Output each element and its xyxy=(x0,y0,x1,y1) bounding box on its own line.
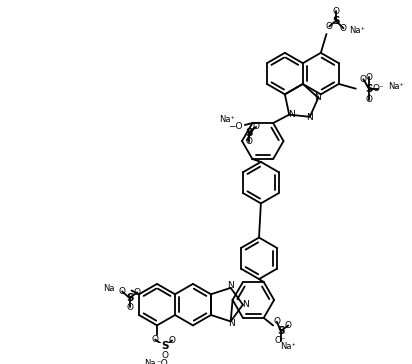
Text: Na⁺: Na⁺ xyxy=(349,26,365,35)
Text: O: O xyxy=(245,138,252,146)
Text: O: O xyxy=(133,288,140,297)
Text: O: O xyxy=(365,73,372,82)
Text: O: O xyxy=(326,22,333,31)
Text: N: N xyxy=(227,281,234,290)
Text: N: N xyxy=(314,93,321,102)
Text: O: O xyxy=(332,7,339,16)
Text: Na⁺: Na⁺ xyxy=(220,115,235,124)
Text: O: O xyxy=(274,317,281,326)
Text: N: N xyxy=(242,300,249,309)
Text: S: S xyxy=(126,293,133,303)
Text: O: O xyxy=(152,335,159,344)
Text: Na: Na xyxy=(103,284,115,293)
Text: N: N xyxy=(228,319,235,328)
Text: N: N xyxy=(307,113,313,122)
Text: S: S xyxy=(161,341,169,351)
Text: O⁻: O⁻ xyxy=(275,336,287,345)
Text: O: O xyxy=(161,351,168,360)
Text: ⁻O: ⁻O xyxy=(157,359,169,364)
Text: O: O xyxy=(126,303,133,312)
Text: Na⁺: Na⁺ xyxy=(280,342,296,351)
Text: N: N xyxy=(288,110,295,119)
Text: O: O xyxy=(169,336,176,345)
Text: Na⁺: Na⁺ xyxy=(388,82,404,91)
Text: S: S xyxy=(365,84,373,94)
Text: O: O xyxy=(365,95,372,104)
Text: O: O xyxy=(360,75,367,84)
Text: O: O xyxy=(119,287,126,296)
Text: Na: Na xyxy=(144,359,155,364)
Text: S: S xyxy=(245,127,253,138)
Text: S: S xyxy=(277,326,284,336)
Text: O: O xyxy=(253,122,260,131)
Text: −O: −O xyxy=(229,122,243,131)
Text: O: O xyxy=(340,24,347,33)
Text: O⁻: O⁻ xyxy=(372,84,384,93)
Text: O: O xyxy=(285,321,292,330)
Text: S: S xyxy=(332,16,339,26)
